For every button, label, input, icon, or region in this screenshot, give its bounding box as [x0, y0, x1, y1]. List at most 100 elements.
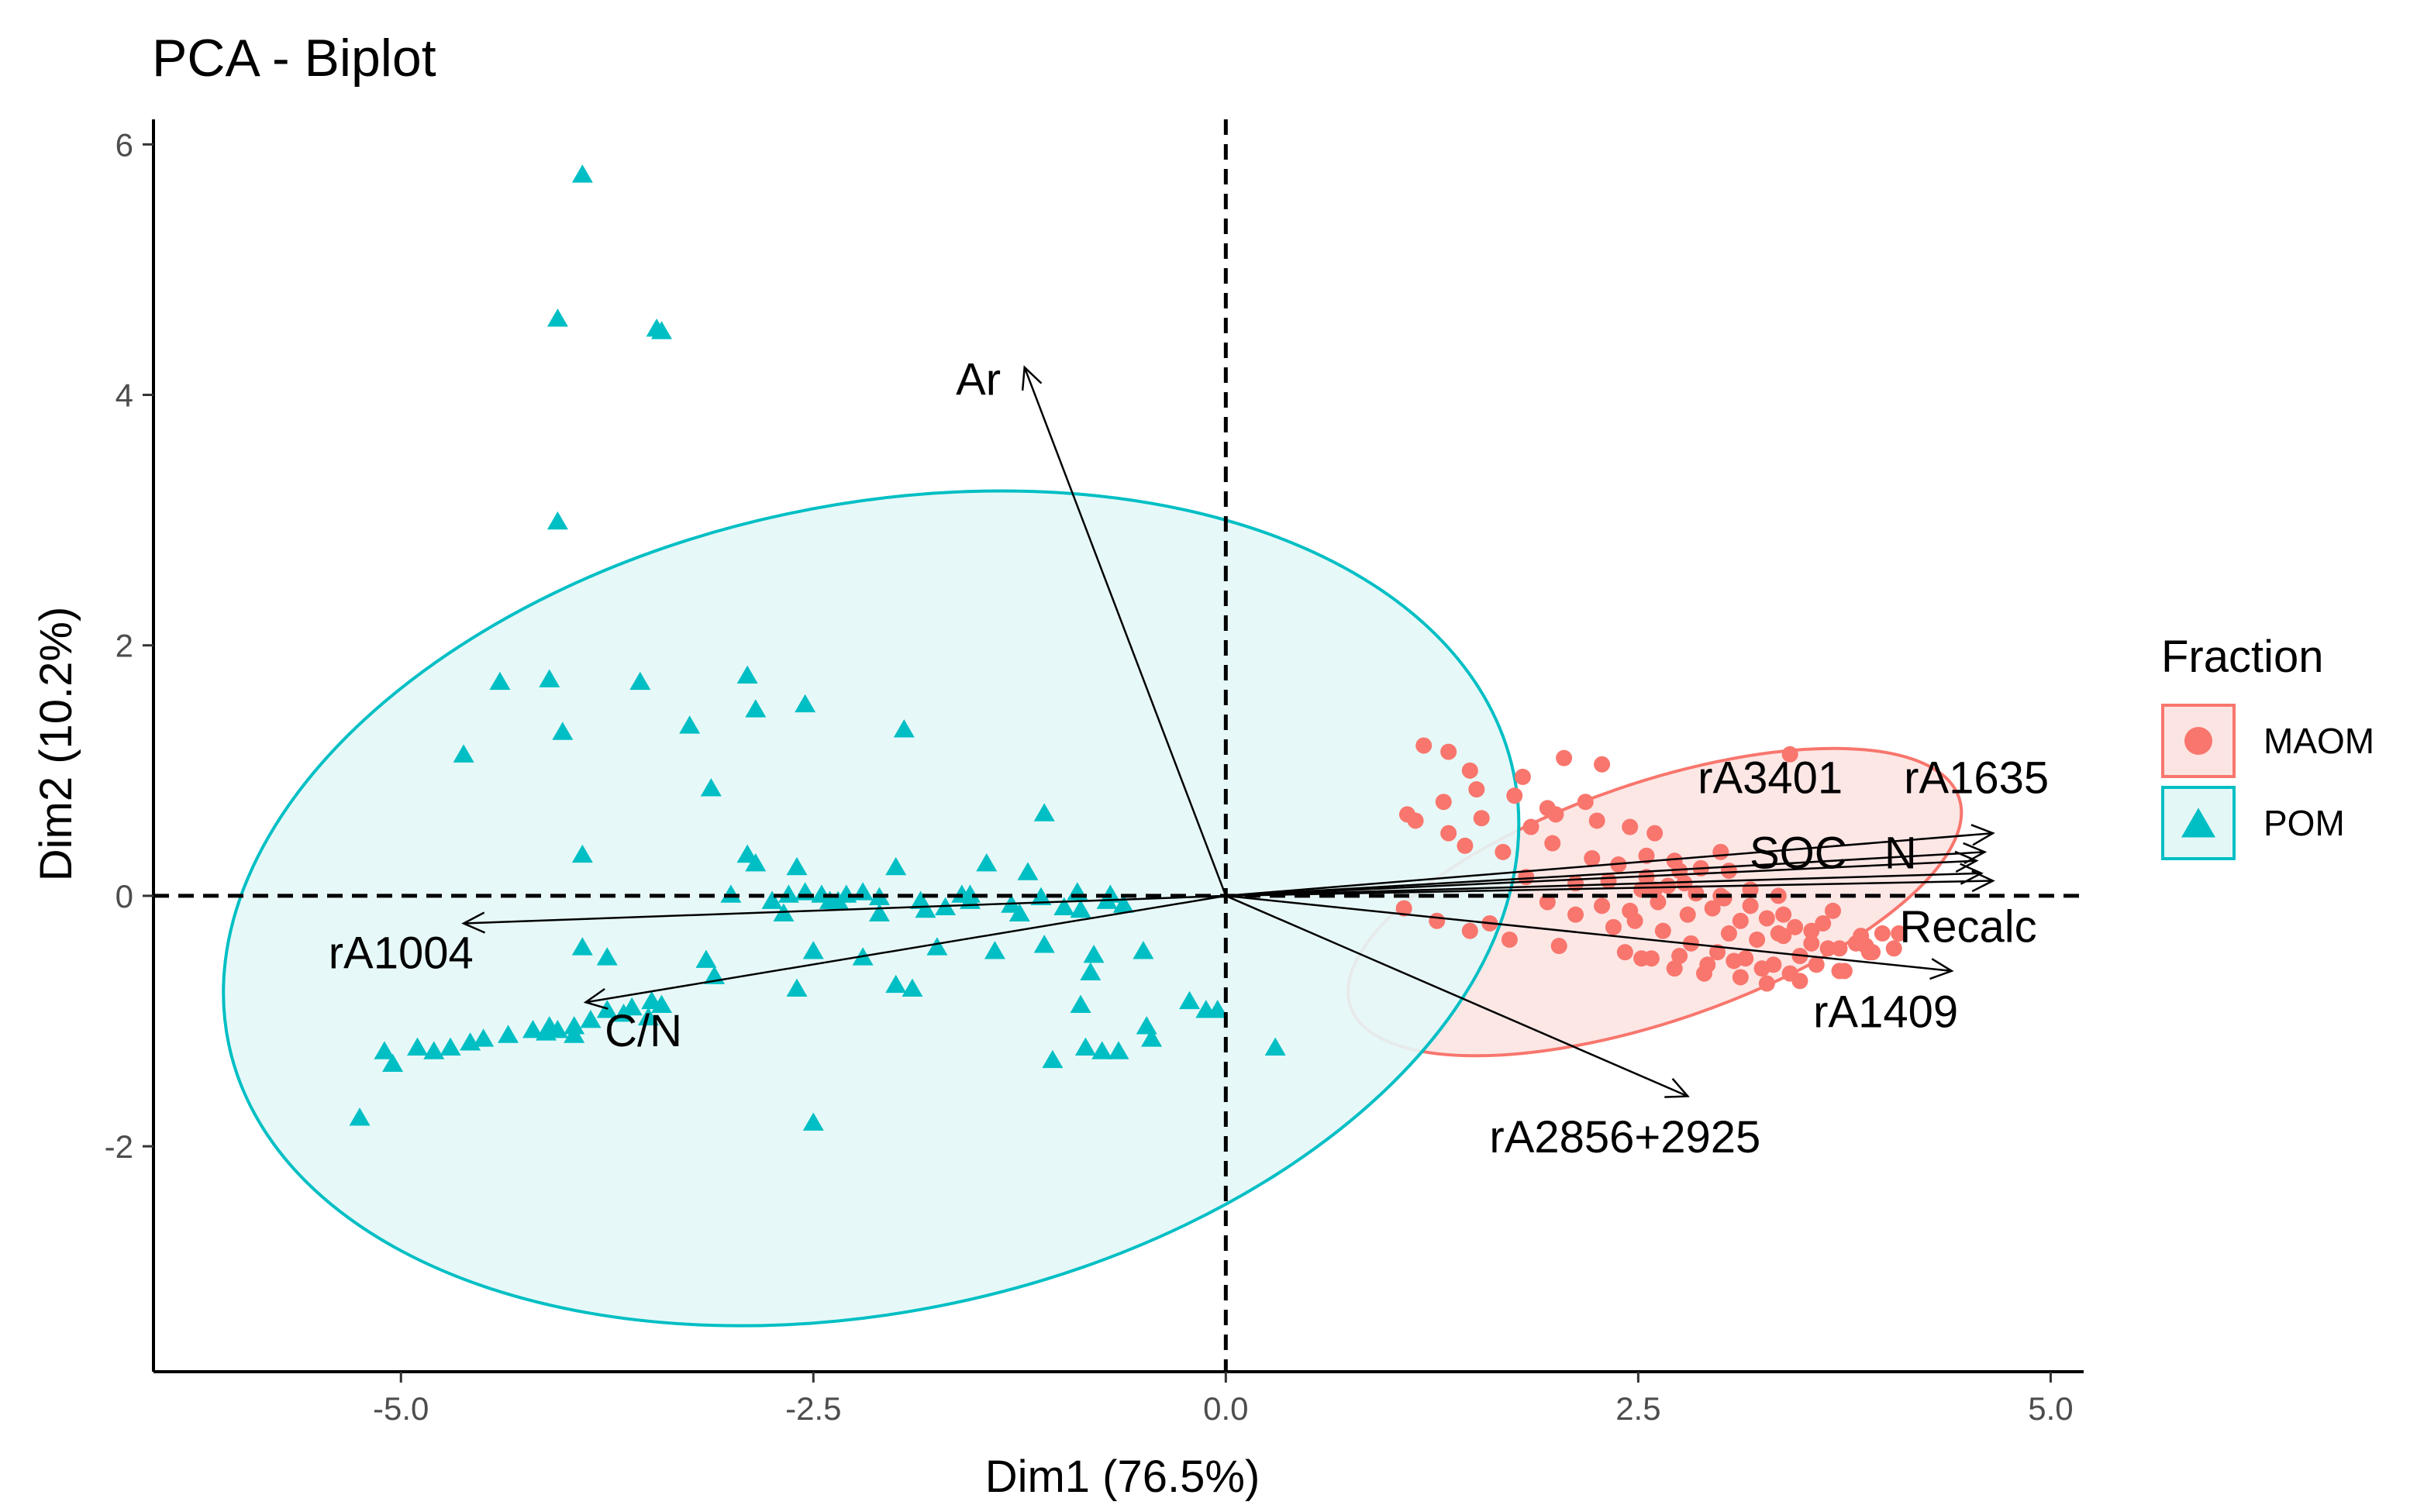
point-pom: [802, 1112, 824, 1131]
variable-label-ra1004: rA1004: [329, 928, 474, 979]
point-maom: [1457, 837, 1474, 854]
arrow-ra2856-2925: [1225, 894, 1690, 1098]
point-maom: [1732, 912, 1749, 929]
legend-item-pom: POM: [2161, 786, 2345, 860]
point-pom: [720, 884, 742, 903]
point-maom: [1461, 922, 1478, 939]
point-maom: [1544, 835, 1561, 852]
point-maom: [1709, 944, 1726, 961]
point-pom: [1008, 903, 1030, 922]
arrow-head: [1970, 824, 1995, 846]
arrow-shaft: [1226, 894, 1952, 973]
arrow-shaft: [1226, 872, 1982, 897]
x-axis-title: Dim1 (76.5%): [985, 1452, 1260, 1502]
data-points: [349, 164, 1908, 1131]
point-maom: [1473, 810, 1490, 827]
point-maom: [1495, 843, 1512, 860]
point-maom: [1791, 973, 1808, 990]
legend-items: MAOM POM: [2161, 704, 2374, 860]
point-maom: [1874, 925, 1891, 942]
point-pom: [1070, 899, 1091, 918]
point-maom: [1626, 912, 1643, 929]
point-pom: [473, 1028, 495, 1047]
point-pom: [1033, 803, 1055, 821]
variable-label-soc: SOC: [1750, 828, 1847, 878]
y-tick-label: 6: [116, 126, 133, 163]
point-maom: [1742, 897, 1759, 914]
arrow-head: [461, 911, 486, 934]
point-maom: [1758, 975, 1775, 992]
variable-label-recalc: Recalc: [1899, 902, 2036, 952]
variable-labels: Ar rA1004 C/N rA3401 rA1635 SOC N Recalc rA1409 r…: [329, 355, 2049, 1163]
x-tick-label: 2.5: [1615, 1390, 1660, 1427]
arrow-head: [1954, 850, 1979, 873]
arrow-shaft: [1226, 832, 1994, 897]
point-maom: [1468, 781, 1485, 798]
point-pom: [637, 1007, 659, 1026]
point-maom: [1539, 894, 1556, 911]
point-pom: [374, 1041, 395, 1059]
x-tick-label: -5.0: [373, 1390, 429, 1427]
point-maom: [1803, 922, 1820, 939]
axes: [152, 119, 2084, 1373]
point-pom: [536, 1022, 557, 1041]
point-maom: [1435, 794, 1452, 811]
x-tick-label: 5.0: [2028, 1390, 2073, 1427]
point-pom: [621, 997, 643, 1016]
legend: Fraction MAOM POM: [2161, 632, 2374, 860]
point-pom: [819, 890, 841, 909]
point-pom: [777, 884, 799, 903]
point-pom: [1133, 941, 1154, 959]
arrow-ra1409: [1226, 894, 1954, 980]
point-pom: [498, 1025, 519, 1043]
variable-label-ar: Ar: [956, 355, 1001, 405]
point-pom: [650, 994, 672, 1014]
point-maom: [1831, 940, 1848, 957]
arrow-head: [1021, 365, 1043, 391]
point-maom: [1885, 940, 1902, 957]
point-pom: [1179, 990, 1201, 1010]
arrow-head: [583, 987, 609, 1010]
arrow-head: [1971, 870, 1995, 893]
point-maom: [1781, 746, 1798, 763]
arrow-shaft: [585, 894, 1226, 1004]
point-maom: [1622, 818, 1639, 835]
point-pom: [1017, 862, 1039, 880]
point-pom: [564, 1025, 585, 1043]
point-maom: [1808, 956, 1825, 973]
point-maom: [1550, 938, 1567, 955]
point-pom: [795, 694, 816, 713]
arrow-shaft: [464, 894, 1226, 925]
point-pom: [679, 715, 701, 734]
point-maom: [1501, 931, 1518, 948]
arrow-shaft: [1225, 894, 1688, 1097]
point-maom: [1704, 900, 1721, 917]
legend-label: POM: [2263, 803, 2345, 843]
point-maom: [1633, 950, 1650, 967]
variable-label-ra1409: rA1409: [1813, 987, 1958, 1038]
point-pom: [893, 719, 915, 738]
point-maom: [1547, 806, 1564, 823]
point-pom: [736, 665, 758, 684]
point-pom: [571, 164, 593, 183]
point-pom: [915, 899, 936, 918]
point-pom: [1080, 962, 1102, 980]
point-maom: [1679, 906, 1696, 923]
point-pom: [786, 856, 808, 876]
arrow-head: [1664, 1077, 1690, 1098]
point-maom: [1440, 743, 1457, 760]
y-tick-label: -2: [105, 1128, 133, 1165]
point-pom: [1070, 994, 1091, 1014]
point-pom: [802, 941, 824, 959]
point-pom: [786, 978, 808, 997]
point-maom: [1594, 756, 1611, 773]
point-pom: [1033, 935, 1055, 953]
point-pom: [745, 699, 767, 718]
point-maom: [1407, 812, 1424, 829]
point-pom: [695, 949, 717, 968]
point-maom: [1594, 897, 1611, 914]
arrow-soc: [1226, 850, 1979, 897]
point-maom: [1775, 906, 1792, 923]
point-maom: [1712, 843, 1729, 860]
